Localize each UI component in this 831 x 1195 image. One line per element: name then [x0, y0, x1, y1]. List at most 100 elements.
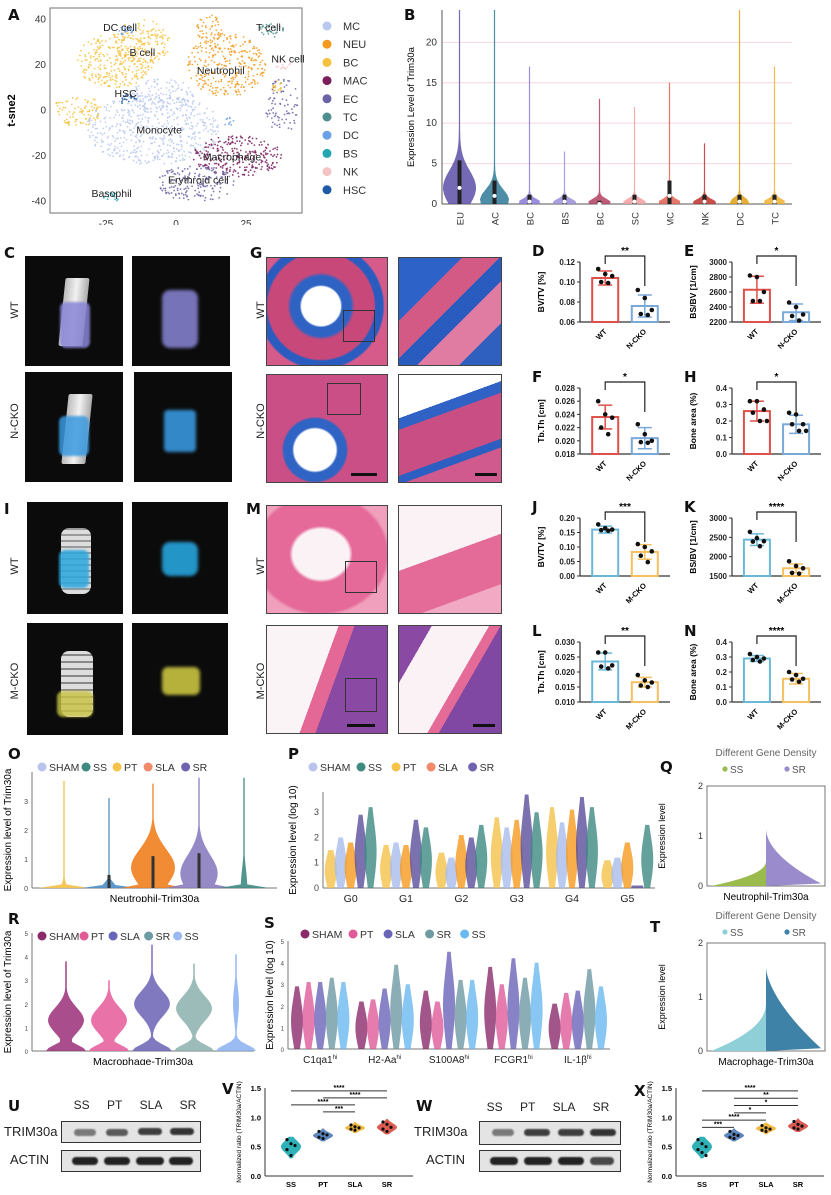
y-tick-label: 1 — [281, 1026, 285, 1032]
scatter-point — [133, 62, 136, 65]
scatter-point — [221, 146, 224, 149]
significance-label: * — [775, 372, 779, 383]
scatter-point — [224, 74, 227, 76]
scatter-point — [159, 137, 161, 139]
scatter-point — [124, 36, 126, 39]
legend-marker — [322, 57, 332, 67]
scatter-point — [135, 87, 138, 90]
scatter-point — [261, 59, 264, 62]
scatter-point — [178, 182, 180, 185]
scatter-point — [258, 163, 261, 166]
scatter-point — [139, 45, 141, 48]
scatter-point — [131, 100, 134, 103]
scatter-point — [87, 123, 90, 126]
scatter-point — [139, 107, 142, 110]
scatter-point — [232, 78, 235, 81]
scatter-point — [187, 198, 190, 201]
scatter-point — [224, 151, 227, 154]
blot-actin — [61, 1150, 201, 1172]
scatter-point — [118, 100, 121, 103]
scatter-point — [161, 175, 164, 177]
scatter-point — [123, 109, 126, 111]
scatter-point — [132, 28, 135, 31]
scatter-point — [179, 159, 182, 162]
y-tick-label: 2400 — [709, 303, 727, 312]
scatter-point — [90, 105, 93, 108]
scatter-point — [150, 85, 153, 88]
scatter-point — [175, 148, 178, 150]
legend-marker — [108, 931, 118, 941]
scatter-point — [170, 186, 173, 188]
scatter-point — [171, 153, 174, 156]
scatter-point — [215, 162, 218, 165]
scatter-point — [146, 111, 149, 114]
scatter-point — [94, 119, 97, 121]
scatter-point — [245, 166, 248, 169]
scatter-point — [249, 39, 252, 42]
scatter-point — [199, 30, 202, 33]
scatter-point — [208, 153, 211, 156]
legend-label: MC — [343, 21, 360, 33]
scatter-point — [259, 52, 262, 55]
scatter-point — [168, 89, 171, 92]
scatter-point — [296, 97, 299, 100]
scatter-point — [135, 161, 138, 164]
scatter-point — [274, 114, 277, 116]
scatter-point — [94, 144, 97, 146]
x-tick-label: DC — [736, 212, 747, 225]
data-point — [638, 553, 644, 558]
scatter-point — [95, 49, 98, 51]
chart-title: Different Gene Density — [716, 748, 817, 759]
scatter-point — [120, 29, 123, 31]
scatter-point — [237, 175, 240, 178]
scatter-point — [162, 187, 165, 190]
x-tick-label: PT — [318, 1180, 328, 1189]
scatter-point — [149, 60, 152, 63]
scatter-point — [183, 188, 186, 191]
legend-label: PT — [91, 931, 105, 943]
scatter-point — [208, 118, 211, 121]
scatter-point — [205, 65, 207, 68]
scatter-point — [237, 151, 239, 154]
violin-shape — [314, 982, 327, 1049]
scatter-point — [100, 139, 103, 142]
scatter-point — [225, 162, 228, 165]
scatter-point — [216, 126, 219, 129]
scatter-point — [252, 74, 255, 77]
scatter-point — [132, 56, 135, 59]
scatter-point — [172, 90, 175, 93]
scatter-point — [216, 17, 218, 20]
scatter-point — [191, 127, 193, 130]
scatter-point — [94, 74, 97, 76]
scatter-point — [204, 156, 207, 158]
scatter-point — [115, 137, 118, 140]
scatter-point — [225, 118, 228, 121]
scatter-point — [88, 109, 91, 111]
scatter-point — [203, 64, 206, 67]
scatter-point — [139, 47, 142, 50]
violin-shape — [443, 951, 455, 1049]
scatter-point — [282, 59, 285, 62]
violin-shape — [445, 857, 458, 888]
legend-marker — [722, 929, 728, 935]
superscript: hi — [464, 1055, 469, 1061]
violin-median — [457, 185, 462, 190]
scatter-point — [133, 97, 136, 100]
scatter-point — [276, 115, 279, 118]
panel-label-v: V — [222, 1080, 234, 1098]
scatter-point — [135, 55, 138, 58]
scatter-point — [104, 75, 107, 78]
scatter-point — [127, 53, 129, 56]
scatter-point — [88, 134, 91, 137]
scatter-point — [173, 102, 176, 105]
violin-shape — [623, 107, 646, 204]
data-point — [800, 312, 806, 317]
scatter-point — [146, 51, 148, 54]
significance-bracket — [756, 511, 797, 542]
scatter-point — [226, 178, 228, 181]
violin-median — [492, 193, 497, 198]
scatter-point — [250, 58, 253, 61]
scatter-point — [160, 31, 163, 34]
scatter-point — [234, 170, 237, 173]
scatter-point — [196, 113, 199, 116]
